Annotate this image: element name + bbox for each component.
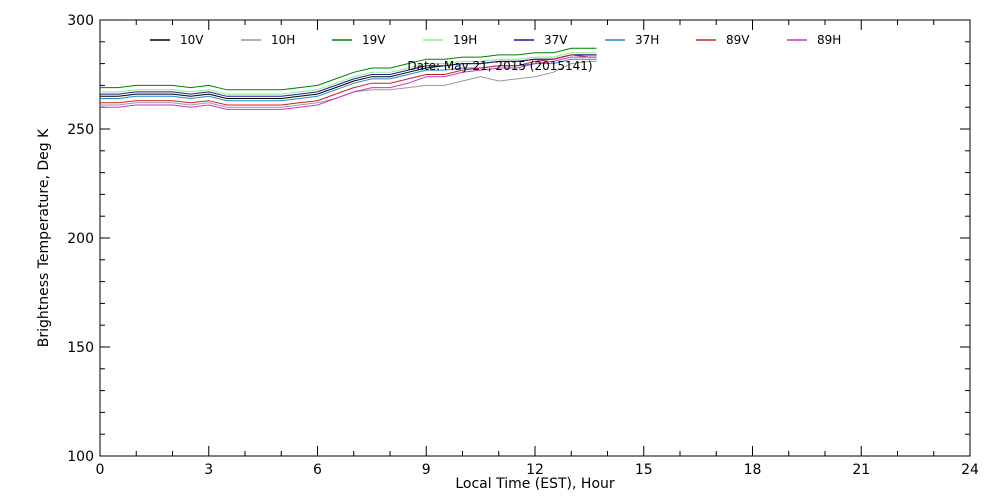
legend-label-37V: 37V xyxy=(544,33,568,47)
ticks-layer: 0 3 6 9 12 15 18 21 24 100 150 200 250 300 xyxy=(67,13,979,478)
plot-frame xyxy=(99,19,971,457)
series-line-19H xyxy=(100,52,597,95)
series-line-19V xyxy=(100,47,597,91)
series-line-37V xyxy=(100,54,597,97)
x-tick-label: 21 xyxy=(852,462,870,478)
series-line-89V xyxy=(100,54,597,106)
x-tick-label: 6 xyxy=(313,462,322,478)
x-tick-label: 12 xyxy=(526,462,544,478)
legend-label-89H: 89H xyxy=(817,33,841,47)
legend-label-10H: 10H xyxy=(271,33,295,47)
legend-label-37H: 37H xyxy=(635,33,659,47)
x-tick-label: 24 xyxy=(961,462,979,478)
y-axis-label: Brightness Temperature, Deg K xyxy=(36,128,52,347)
x-tick-label: 15 xyxy=(635,462,653,478)
y-tick-label: 300 xyxy=(67,13,94,29)
date-annotation: Date: May 21, 2015 (2015141) xyxy=(407,59,592,73)
legend-label-19V: 19V xyxy=(362,33,386,47)
y-tick-label: 100 xyxy=(67,449,94,465)
y-tick-label: 150 xyxy=(67,340,94,356)
x-axis-label: Local Time (EST), Hour xyxy=(455,476,615,492)
x-tick-label: 18 xyxy=(744,462,762,478)
y-tick-label: 200 xyxy=(67,231,94,247)
legend: 10V 10H 19V 19H 37V 37H 89V 89H xyxy=(150,33,841,47)
x-tick-label: 3 xyxy=(204,462,213,478)
series-layer xyxy=(100,47,597,110)
x-tick-label: 0 xyxy=(96,462,105,478)
x-tick-label: 9 xyxy=(422,462,431,478)
series-line-37H xyxy=(100,58,597,102)
legend-label-89V: 89V xyxy=(726,33,750,47)
series-line-89H xyxy=(100,56,597,110)
legend-label-10V: 10V xyxy=(180,33,204,47)
y-tick-label: 250 xyxy=(67,122,94,138)
legend-label-19H: 19H xyxy=(453,33,477,47)
